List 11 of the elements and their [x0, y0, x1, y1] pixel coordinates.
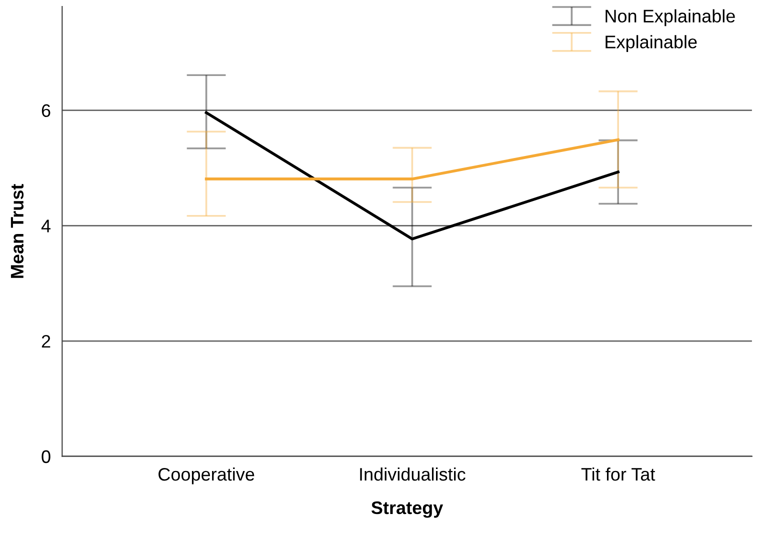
legend-label: Explainable: [606, 35, 697, 52]
y-axis-title: Mean Trust: [10, 184, 24, 278]
y-tick-label: 0: [42, 450, 50, 464]
x-tick-label: Individualistic: [360, 467, 466, 481]
x-tick-label: Tit for Tat: [581, 467, 656, 481]
y-tick-label: 6: [42, 104, 50, 118]
legend-label: Non Explainable: [606, 9, 735, 26]
x-axis-title: Strategy: [371, 501, 444, 518]
y-tick-label: 2: [42, 334, 50, 348]
y-tick-label: 4: [41, 220, 51, 232]
x-tick-label: Cooperative: [158, 467, 254, 484]
